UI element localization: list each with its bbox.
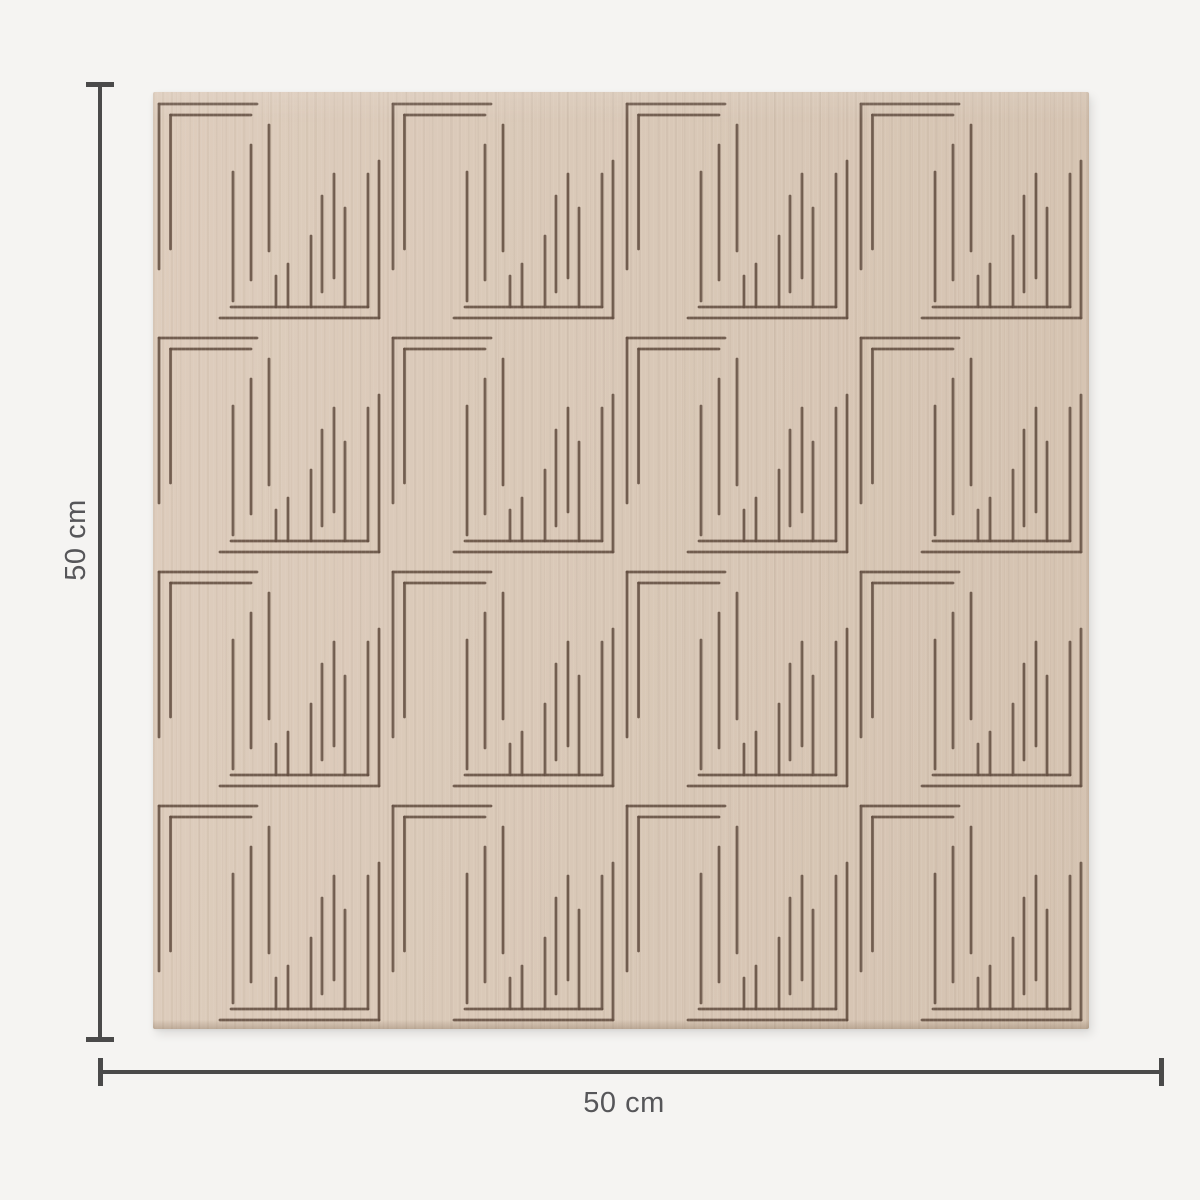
width-dimension-label: 50 cm — [583, 1087, 665, 1119]
width-dimension-right-cap — [1159, 1058, 1164, 1086]
height-dimension-top-cap — [86, 82, 114, 87]
width-dimension-left-cap — [98, 1058, 103, 1086]
height-dimension-label: 50 cm — [60, 499, 92, 581]
height-dimension-bottom-cap — [86, 1037, 114, 1042]
width-dimension-line — [100, 1070, 1162, 1074]
pattern-svg — [153, 92, 1089, 1029]
height-dimension-line — [98, 84, 102, 1042]
pattern-swatch — [153, 92, 1089, 1029]
